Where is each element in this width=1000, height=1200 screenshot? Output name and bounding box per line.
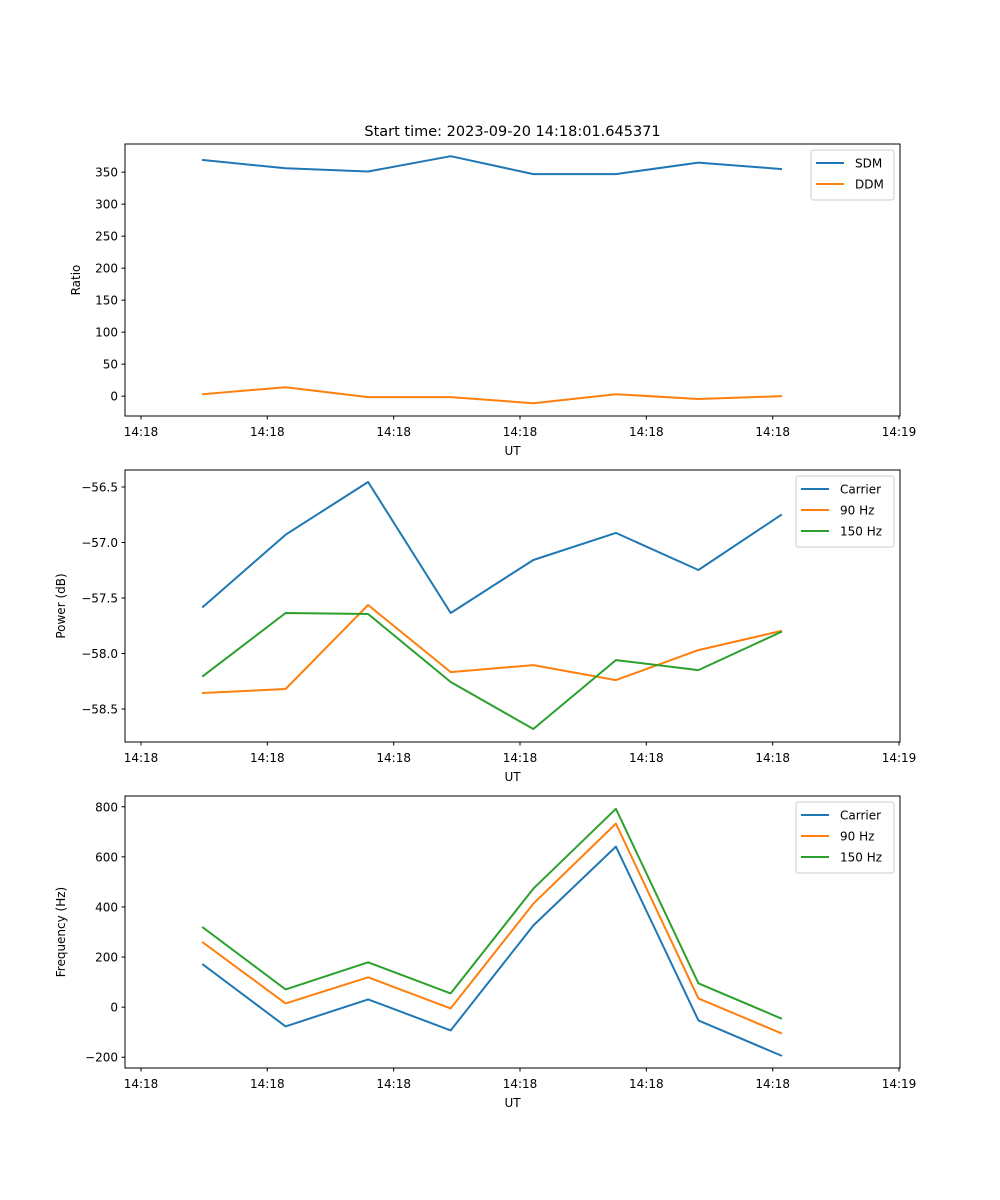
- y-tick-label: 100: [95, 326, 118, 340]
- x-tick-label: 14:18: [503, 425, 538, 439]
- y-tick-label: −58.0: [81, 647, 118, 661]
- x-axis-label: UT: [504, 770, 521, 784]
- series-line-carrier: [201, 845, 783, 1057]
- x-tick-label: 14:18: [376, 1077, 411, 1091]
- axes-frame: [124, 795, 901, 1069]
- legend-label: 90 Hz: [840, 830, 874, 844]
- legend-label: SDM: [855, 157, 882, 171]
- legend-label: DDM: [855, 178, 884, 192]
- x-tick-label: 14:18: [755, 1077, 790, 1091]
- x-tick-label: 14:19: [882, 1077, 917, 1091]
- x-tick-label: 14:18: [376, 425, 411, 439]
- x-tick-label: 14:18: [629, 425, 664, 439]
- series-line-150-hz: [201, 807, 783, 1020]
- x-tick-label: 14:18: [376, 751, 411, 765]
- series-line-ddm: [201, 386, 783, 405]
- legend-box: [795, 475, 895, 548]
- y-tick-label: 800: [95, 800, 118, 814]
- x-tick-label: 14:19: [882, 425, 917, 439]
- x-tick-label: 14:19: [882, 751, 917, 765]
- subplot-2: −58.5 −58.0 −57.5 −57.0 −56.5 14:18 14:18 14:18…: [54, 469, 917, 784]
- y-axis-label: Power (dB): [54, 573, 68, 638]
- legend: Carrier 90 Hz 150 Hz: [795, 801, 895, 874]
- legend-label: Carrier: [840, 809, 881, 823]
- series-line-carrier: [201, 481, 783, 614]
- legend: SDM DDM: [810, 149, 895, 201]
- series-line-sdm: [201, 155, 783, 176]
- legend: Carrier 90 Hz 150 Hz: [795, 475, 895, 548]
- legend-box: [795, 801, 895, 874]
- y-tick-label: 300: [95, 198, 118, 212]
- legend-label: 150 Hz: [840, 851, 882, 865]
- y-tick-label: 0: [110, 390, 118, 404]
- y-tick-label: −57.5: [81, 592, 118, 606]
- y-axis-label: Frequency (Hz): [54, 887, 68, 978]
- x-tick-label: 14:18: [629, 751, 664, 765]
- figure-title: Start time: 2023-09-20 14:18:01.645371: [364, 124, 660, 140]
- x-tick-label: 14:18: [755, 751, 790, 765]
- x-tick-label: 14:18: [503, 1077, 538, 1091]
- series-line-90-hz: [201, 604, 783, 695]
- y-tick-label: 250: [95, 230, 118, 244]
- y-tick-label: −56.5: [81, 480, 118, 494]
- y-tick-label: 400: [95, 900, 118, 914]
- y-tick-label: 0: [110, 1001, 118, 1015]
- subplot-3: −200 0 200 400 600 800 14:18 14:18 14:18 14:18 14:…: [54, 795, 917, 1110]
- y-tick-label: −200: [85, 1051, 118, 1065]
- x-tick-label: 14:18: [250, 425, 285, 439]
- axes-frame: [124, 143, 901, 417]
- subplot-1: 0 50 100 150 200 250 300 350 14:18 14:18 14:18 14:1…: [69, 143, 917, 458]
- y-tick-label: 200: [95, 951, 118, 965]
- series-line-150-hz: [201, 612, 783, 730]
- x-tick-label: 14:18: [629, 1077, 664, 1091]
- x-tick-label: 14:18: [124, 1077, 159, 1091]
- x-tick-label: 14:18: [250, 751, 285, 765]
- x-tick-label: 14:18: [503, 751, 538, 765]
- y-tick-label: 200: [95, 262, 118, 276]
- series-line-90-hz: [201, 822, 783, 1035]
- x-tick-label: 14:18: [124, 751, 159, 765]
- x-tick-label: 14:18: [250, 1077, 285, 1091]
- y-tick-label: −58.5: [81, 703, 118, 717]
- axes-frame: [124, 469, 901, 743]
- y-tick-label: 150: [95, 294, 118, 308]
- y-tick-label: 600: [95, 850, 118, 864]
- y-axis-label: Ratio: [69, 265, 83, 296]
- x-axis-label: UT: [504, 1096, 521, 1110]
- legend-label: Carrier: [840, 483, 881, 497]
- y-tick-label: 350: [95, 166, 118, 180]
- x-tick-label: 14:18: [755, 425, 790, 439]
- x-tick-label: 14:18: [124, 425, 159, 439]
- x-axis-label: UT: [504, 444, 521, 458]
- legend-label: 90 Hz: [840, 504, 874, 518]
- y-tick-label: 50: [103, 358, 118, 372]
- legend-label: 150 Hz: [840, 525, 882, 539]
- y-tick-label: −57.0: [81, 536, 118, 550]
